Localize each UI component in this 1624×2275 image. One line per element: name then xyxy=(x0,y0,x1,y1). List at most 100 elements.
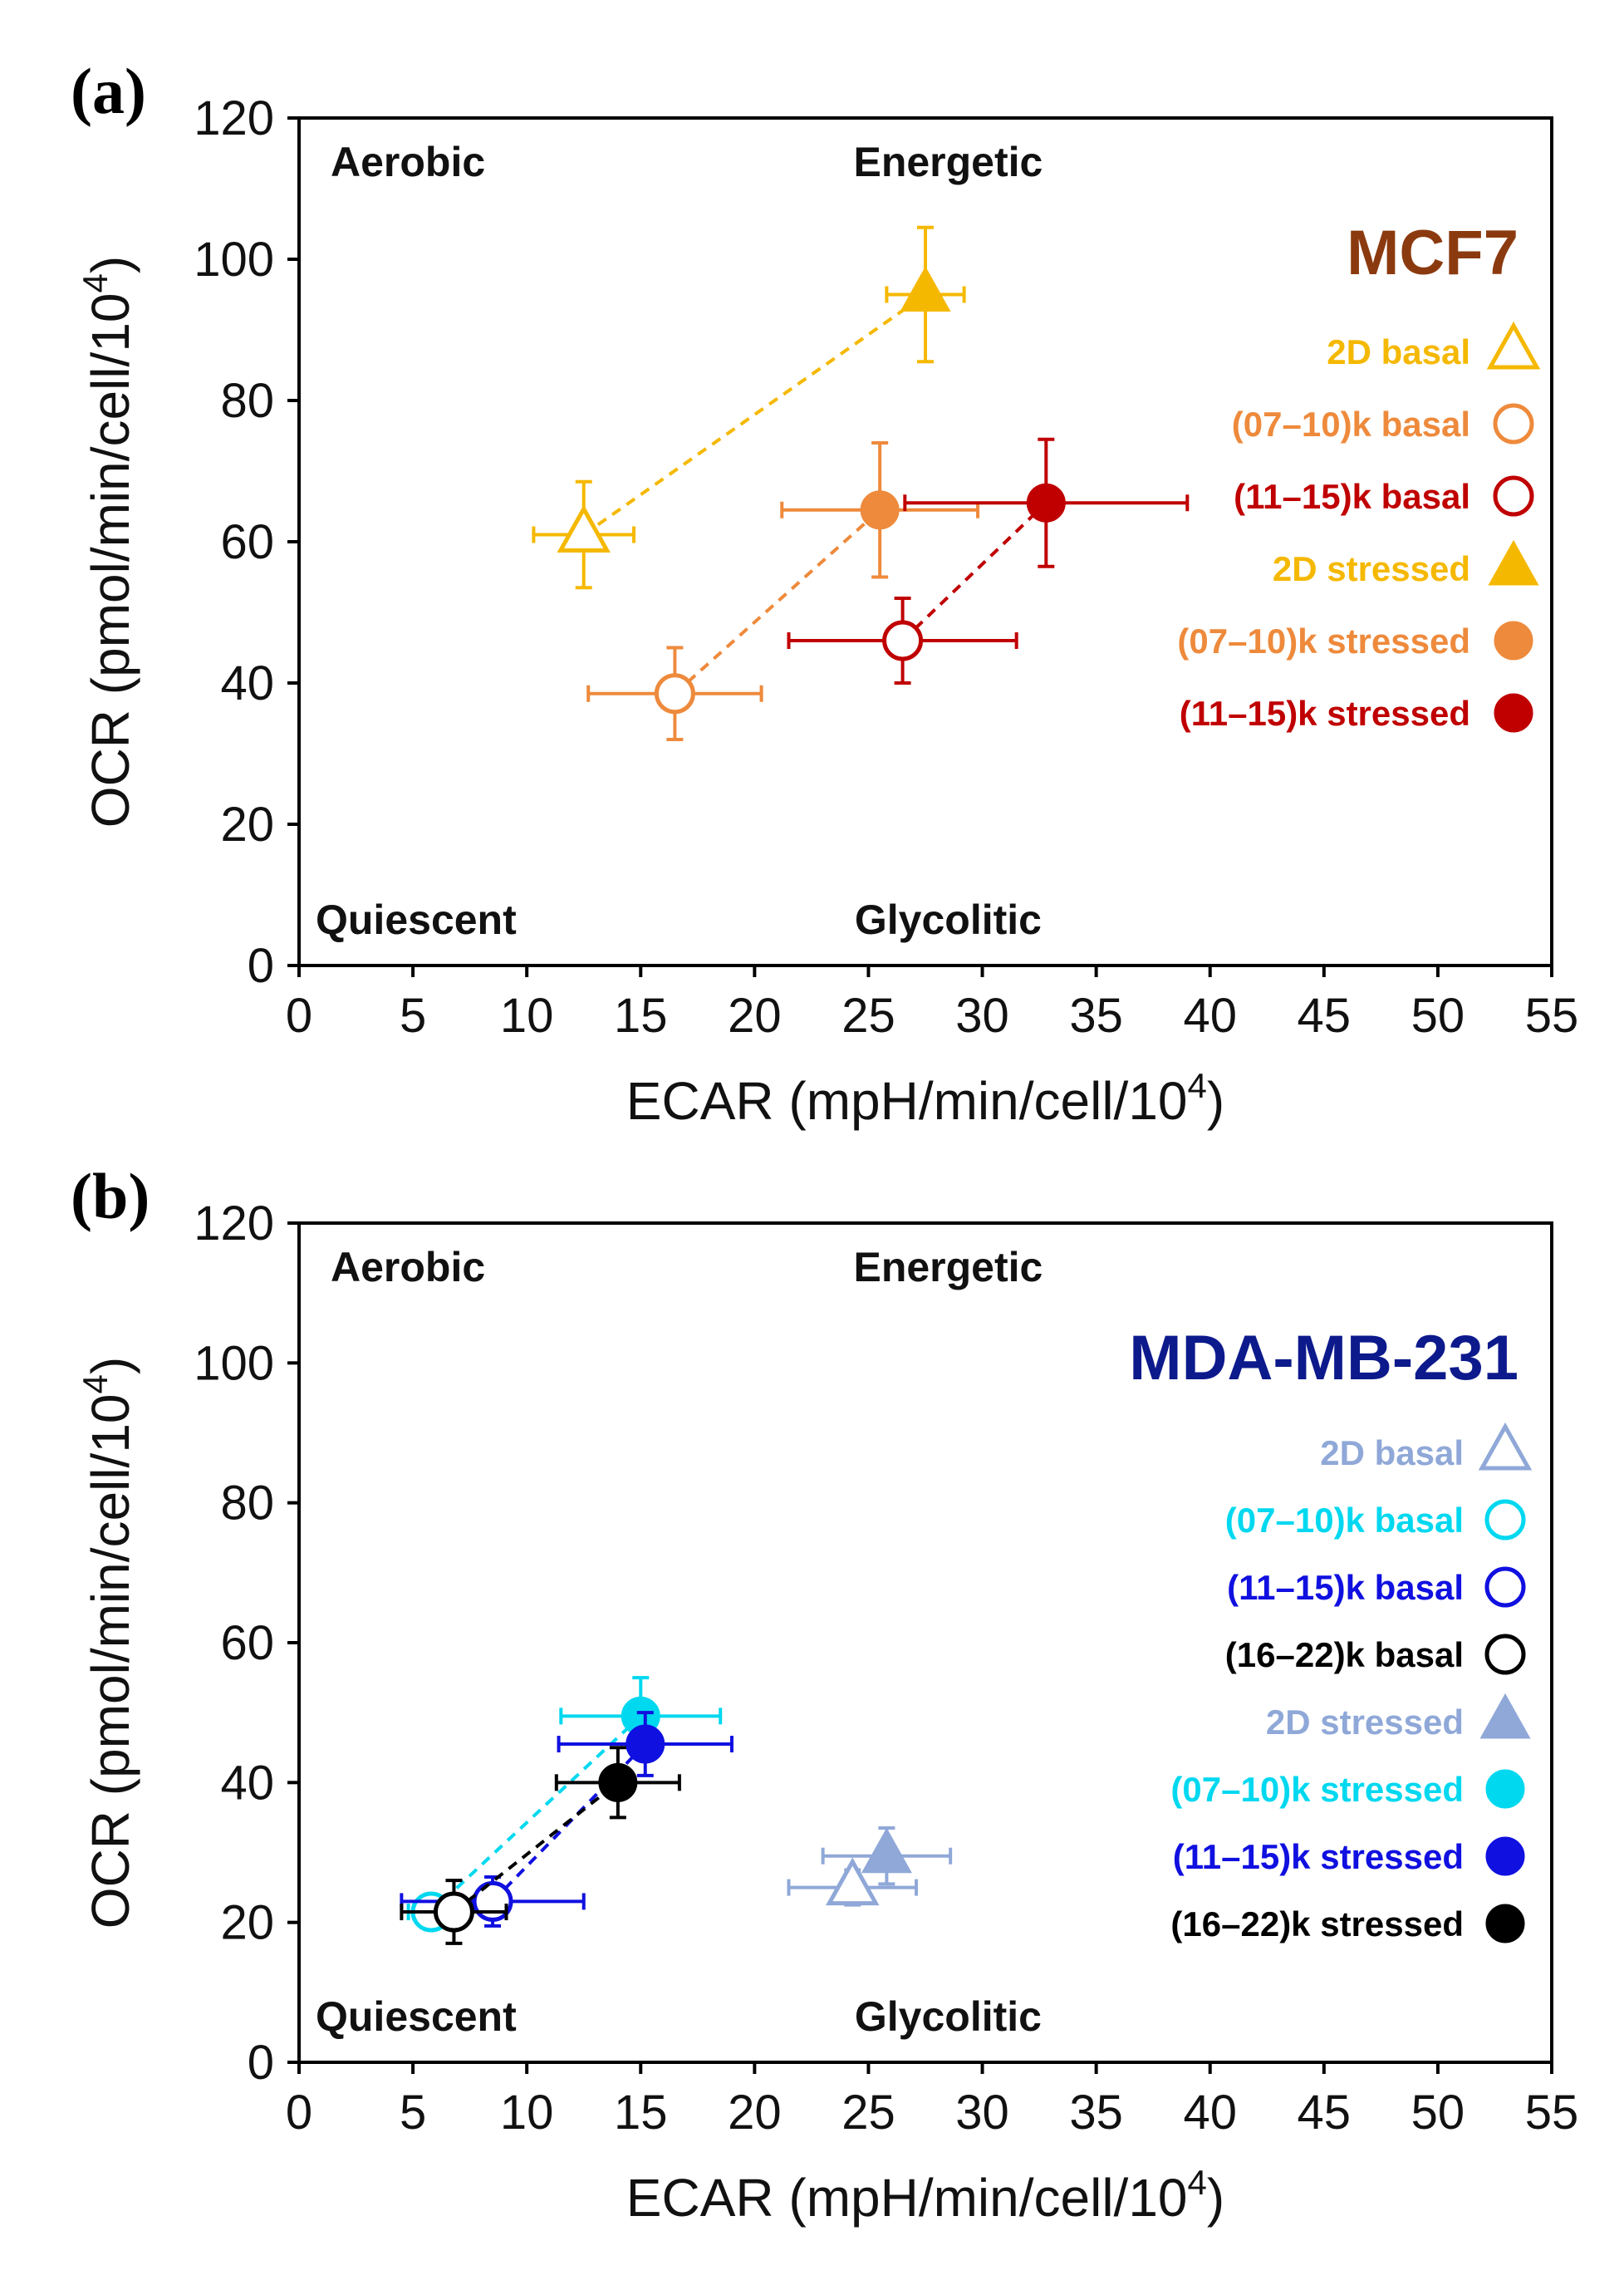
quadrant-aerobic: Aerobic xyxy=(331,139,485,185)
x-tick-label: 20 xyxy=(728,989,782,1043)
legend-item: (16–22)k basal xyxy=(1225,1634,1526,1675)
legend-marker xyxy=(1494,693,1533,733)
x-tick-label: 10 xyxy=(500,989,554,1043)
panel-a-mcf7: 0 20 40 60 80 100 120 0 5 10 15 20 25 30 35 40 45 50 55 ECA… xyxy=(71,55,1578,1131)
legend-label: (11–15)k stressed xyxy=(1180,694,1470,733)
x-tick-label: 35 xyxy=(1069,2086,1123,2140)
legend-item: 2D basal xyxy=(1320,1422,1533,1472)
legend-label: 2D stressed xyxy=(1273,549,1470,588)
legend-item: 2D basal xyxy=(1327,321,1541,371)
y-tick-label: 80 xyxy=(220,374,274,428)
legend-label: (07–10)k stressed xyxy=(1170,1770,1464,1809)
y-tick-label: 60 xyxy=(220,515,274,569)
legend-label: 2D stressed xyxy=(1266,1703,1464,1742)
x-tick-label: 15 xyxy=(614,2086,668,2140)
quadrant-glycolitic: Glycolitic xyxy=(855,1993,1042,2040)
legend-item: (07–10)k basal xyxy=(1225,1499,1526,1540)
x-tick-label: 30 xyxy=(955,989,1009,1043)
data-point-stressed xyxy=(861,1827,912,1874)
quadrant-energetic: Energetic xyxy=(853,139,1043,185)
y-tick-label: 20 xyxy=(220,798,274,852)
data-point-stressed xyxy=(626,1724,665,1764)
legend-label: 2D basal xyxy=(1327,332,1470,371)
panel-label: (b) xyxy=(71,1160,150,1232)
data-point-basal xyxy=(882,620,924,661)
x-tick-label: 10 xyxy=(500,2086,554,2140)
y-axis-title: OCR (pmol/min/cell/104) xyxy=(76,256,140,828)
y-tick-label: 60 xyxy=(220,1616,274,1670)
legend-label: (11–15)k basal xyxy=(1227,1568,1464,1607)
legend-marker xyxy=(1479,1693,1531,1739)
y-tick-label: 40 xyxy=(220,656,274,710)
legend-marker xyxy=(1484,1634,1526,1675)
legend-marker xyxy=(1478,1422,1533,1471)
legend-label: (16–22)k basal xyxy=(1225,1635,1464,1674)
series-2d xyxy=(787,1826,953,1907)
data-point-stressed xyxy=(860,490,900,530)
x-axis-title-main: ECAR (mpH/min/cell/10 xyxy=(626,1071,1188,1131)
data-point-basal xyxy=(825,1857,880,1906)
quadrant-energetic: Energetic xyxy=(853,1244,1043,1290)
x-tick-label: 40 xyxy=(1183,2086,1237,2140)
x-tick-label: 35 xyxy=(1069,989,1123,1043)
legend: 2D basal (07–10)k basal (11–15)k basal 2D s… xyxy=(1177,321,1541,733)
legend-marker xyxy=(1494,621,1533,661)
y-tick-label: 120 xyxy=(194,1196,274,1251)
y-tick-label: 0 xyxy=(248,939,274,993)
x-tick-label: 5 xyxy=(400,2086,426,2140)
cell-line-title: MCF7 xyxy=(1347,218,1519,288)
x-tick-label: 0 xyxy=(286,989,312,1043)
legend-marker xyxy=(1484,1566,1526,1608)
x-tick-label: 25 xyxy=(841,989,895,1043)
legend-label: (07–10)k stressed xyxy=(1177,622,1470,661)
data-point-basal xyxy=(654,673,695,715)
data-point-stressed xyxy=(1026,483,1066,523)
legend-item: (11–15)k stressed xyxy=(1173,1836,1525,1876)
legend-item: (07–10)k stressed xyxy=(1170,1769,1525,1809)
y-axis-title-main: OCR (pmol/min/cell/10 xyxy=(81,1393,140,1929)
y-axis-title-end: ) xyxy=(81,1357,140,1374)
legend-marker xyxy=(1485,1904,1525,1943)
legend-label: (11–15)k stressed xyxy=(1173,1837,1464,1876)
y-tick-label: 120 xyxy=(194,91,274,145)
legend-label: (07–10)k basal xyxy=(1225,1501,1464,1540)
series-2d xyxy=(532,225,966,590)
series-11-15-k xyxy=(787,437,1190,685)
legend-item: (11–15)k basal xyxy=(1234,475,1534,517)
legend-marker xyxy=(1484,1499,1526,1540)
cell-line-title: MDA-MB-231 xyxy=(1129,1323,1519,1393)
y-tick-label: 20 xyxy=(220,1896,274,1950)
legend-item: 2D stressed xyxy=(1273,539,1539,588)
legend-item: 2D stressed xyxy=(1266,1693,1531,1742)
legend-marker xyxy=(1486,321,1541,370)
quadrant-aerobic: Aerobic xyxy=(331,1244,485,1290)
quadrant-quiescent: Quiescent xyxy=(316,897,517,943)
x-tick-label: 50 xyxy=(1411,2086,1465,2140)
x-tick-label: 55 xyxy=(1525,989,1579,1043)
data-point-stressed xyxy=(900,266,951,312)
legend-marker xyxy=(1485,1769,1525,1809)
x-tick-label: 25 xyxy=(841,2086,895,2140)
legend-item: (16–22)k stressed xyxy=(1170,1904,1525,1943)
quadrant-glycolitic: Glycolitic xyxy=(855,897,1042,943)
x-tick-label: 20 xyxy=(728,2086,782,2140)
legend-marker xyxy=(1493,403,1534,445)
x-axis-title-sup: 4 xyxy=(1188,1066,1207,1105)
x-tick-label: 50 xyxy=(1411,989,1465,1043)
y-tick-label: 40 xyxy=(220,1756,274,1810)
legend-label: 2D basal xyxy=(1320,1433,1464,1472)
y-axis-title-end: ) xyxy=(81,256,140,273)
legend-marker xyxy=(1493,475,1534,517)
data-point-basal xyxy=(557,504,611,553)
connector-line xyxy=(429,1714,642,1914)
data-point-basal xyxy=(433,1891,474,1933)
y-axis-title-main: OCR (pmol/min/cell/10 xyxy=(81,292,140,828)
x-tick-label: 45 xyxy=(1298,2086,1352,2140)
legend-marker xyxy=(1488,539,1539,586)
panel-label: (a) xyxy=(71,55,146,127)
x-axis-title-end: ) xyxy=(1207,2168,1224,2228)
x-tick-label: 30 xyxy=(955,2086,1009,2140)
y-axis-title: OCR (pmol/min/cell/104) xyxy=(76,1357,140,1929)
x-axis-title: ECAR (mpH/min/cell/104) xyxy=(626,1066,1224,1131)
